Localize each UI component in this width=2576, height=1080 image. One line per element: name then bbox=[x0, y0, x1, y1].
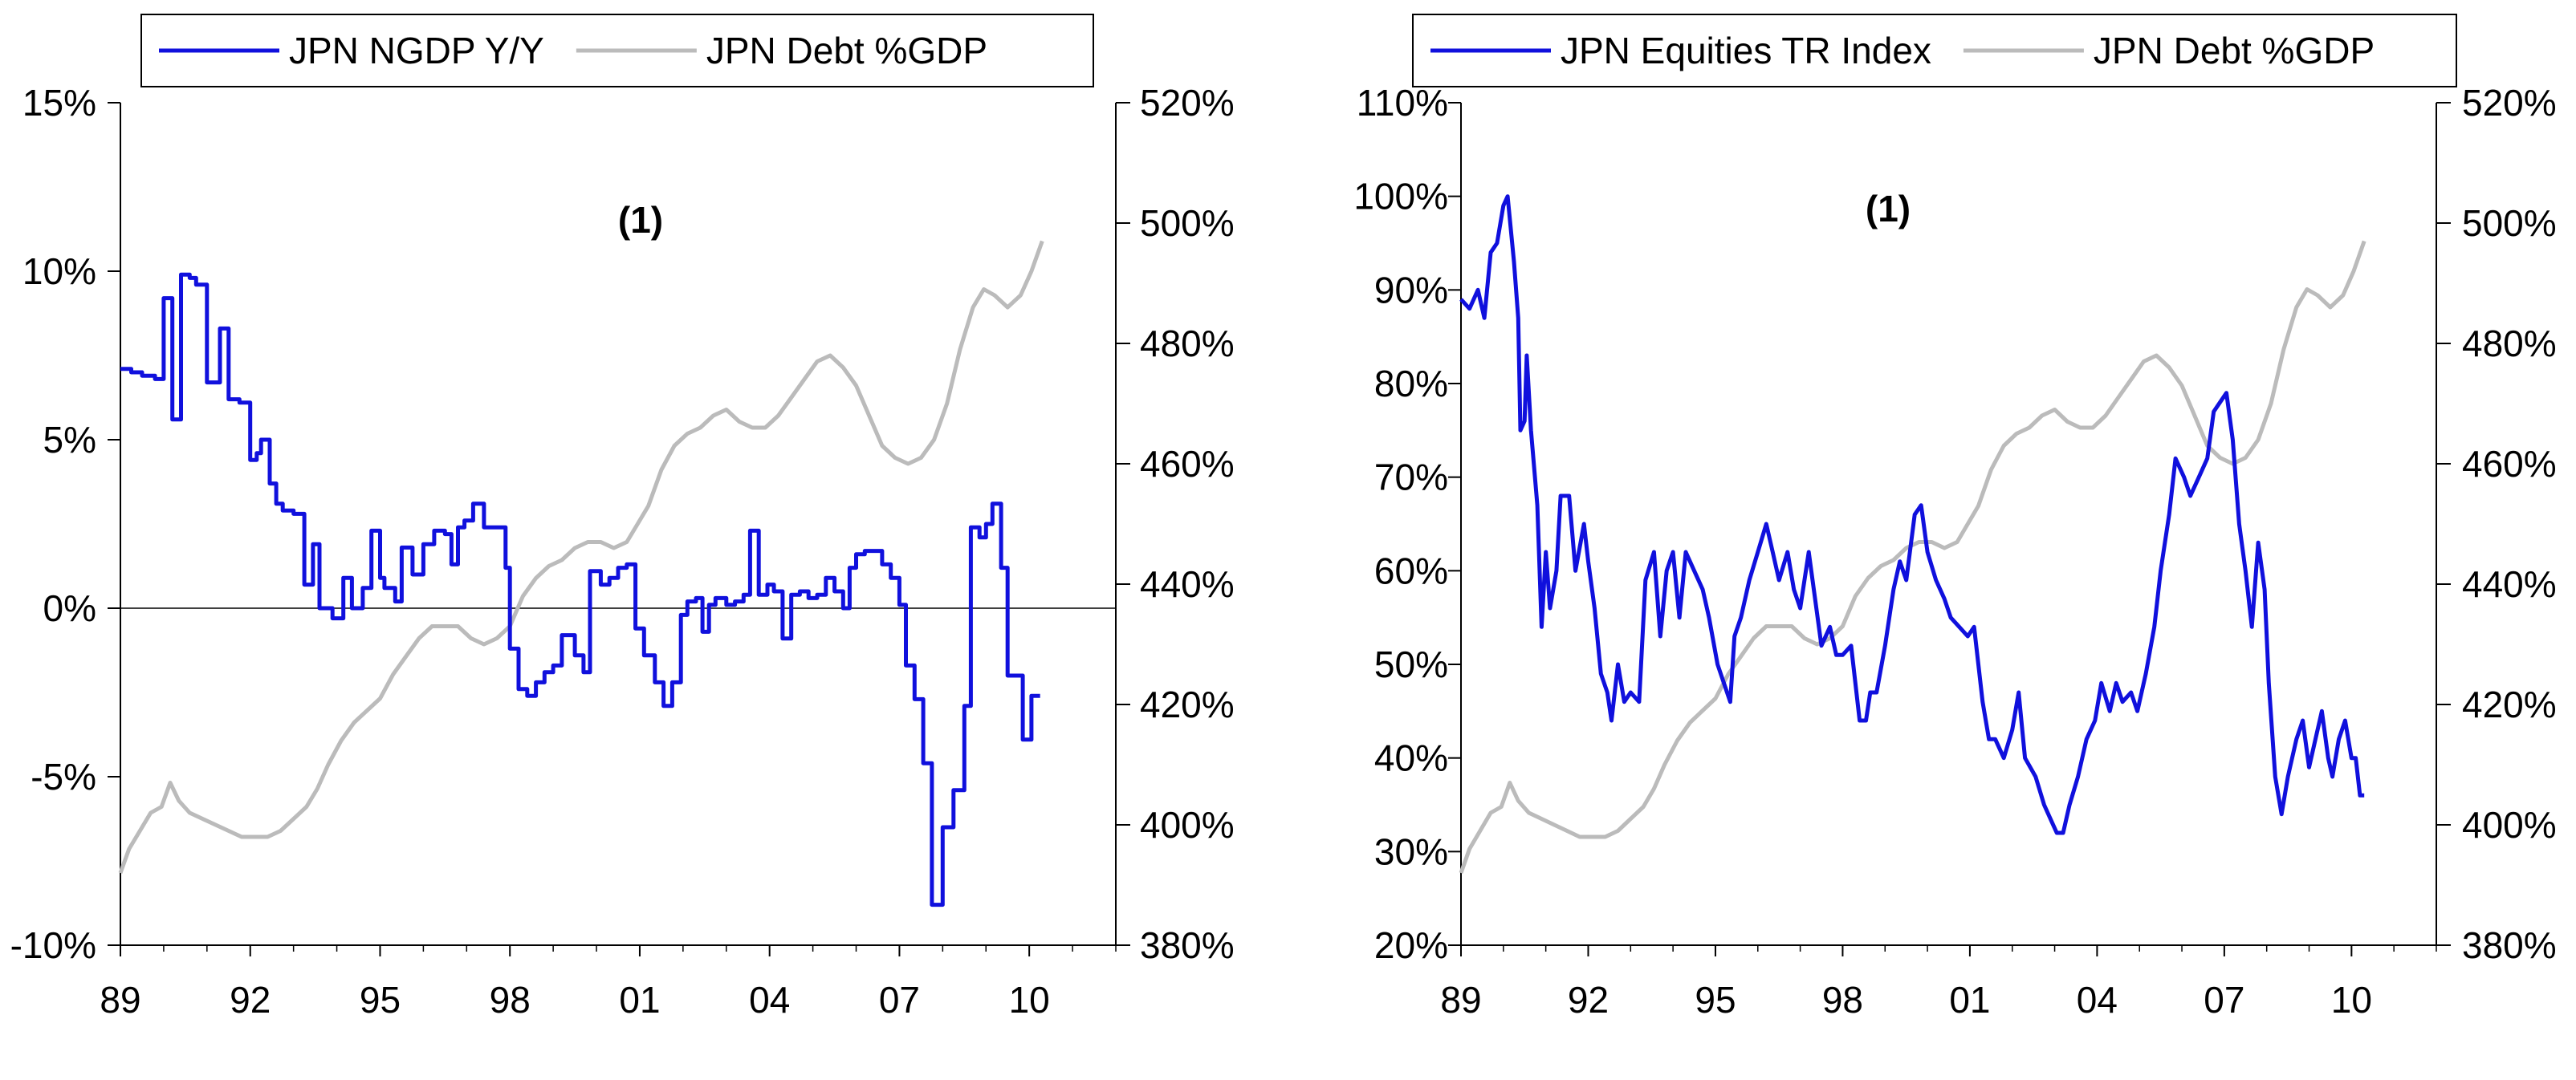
x-tick-label: 92 bbox=[230, 979, 271, 1021]
left-tick-label: 15% bbox=[22, 82, 96, 124]
series-line-jpn-debt-gdp bbox=[1459, 240, 2366, 874]
x-tick-label: 01 bbox=[619, 979, 660, 1021]
right-tick-label: 480% bbox=[1140, 323, 1235, 364]
legend: JPN Equities TR Index JPN Debt %GDP bbox=[1412, 14, 2457, 87]
left-tick-label: 110% bbox=[1357, 82, 1448, 124]
right-tick-label: 380% bbox=[1140, 924, 1235, 966]
legend-label: JPN Debt %GDP bbox=[2094, 30, 2375, 71]
annotation-label: (1) bbox=[618, 199, 663, 241]
chart-panel-1: JPN NGDP Y/Y JPN Debt %GDP 15% 10% 5% 0% -5% -1… bbox=[10, 14, 1235, 1021]
x-tick-label: 98 bbox=[1822, 979, 1863, 1021]
left-tick-label: 20% bbox=[1374, 924, 1448, 966]
right-tick-label: 400% bbox=[2462, 804, 2557, 846]
right-tick-label: 520% bbox=[1140, 82, 1235, 124]
x-tick-label: 95 bbox=[1695, 979, 1736, 1021]
left-tick-label: 5% bbox=[43, 419, 96, 461]
right-tick-label: 500% bbox=[1140, 202, 1235, 244]
right-tick-label: 420% bbox=[1140, 684, 1235, 725]
left-tick-label: -5% bbox=[31, 756, 96, 798]
right-tick-label: 500% bbox=[2462, 202, 2557, 244]
right-tick-label: 460% bbox=[1140, 443, 1235, 485]
x-tick-label: 07 bbox=[2204, 979, 2244, 1021]
left-tick-label: 0% bbox=[43, 587, 96, 629]
right-tick-label: 420% bbox=[2462, 684, 2557, 725]
x-tick-label: 04 bbox=[2077, 979, 2118, 1021]
right-tick-label: 440% bbox=[2462, 563, 2557, 605]
left-tick-label: 90% bbox=[1374, 269, 1448, 311]
legend-label: JPN Debt %GDP bbox=[706, 30, 987, 71]
left-tick-label: 70% bbox=[1374, 457, 1448, 498]
x-tick-label: 10 bbox=[1009, 979, 1050, 1021]
legend-label: JPN NGDP Y/Y bbox=[289, 30, 544, 71]
left-tick-label: 50% bbox=[1374, 644, 1448, 685]
series-line-jpn-ngdp-y-y bbox=[120, 272, 1040, 907]
annotation-label: (1) bbox=[1866, 188, 1911, 229]
x-tick-label: 89 bbox=[100, 979, 140, 1021]
x-tick-label: 98 bbox=[490, 979, 531, 1021]
left-tick-label: 10% bbox=[22, 250, 96, 292]
chart-panel-2: JPN Equities TR Index JPN Debt %GDP 110% 10… bbox=[1353, 14, 2557, 1021]
x-tick-label: 01 bbox=[1949, 979, 1990, 1021]
series-line-jpn-equities-tr-index bbox=[1459, 194, 2365, 835]
left-tick-label: 60% bbox=[1374, 550, 1448, 591]
right-tick-label: 400% bbox=[1140, 804, 1235, 846]
left-tick-label: 40% bbox=[1374, 737, 1448, 779]
right-tick-label: 480% bbox=[2462, 323, 2557, 364]
x-tick-label: 92 bbox=[1568, 979, 1609, 1021]
right-tick-label: 460% bbox=[2462, 443, 2557, 485]
right-tick-label: 440% bbox=[1140, 563, 1235, 605]
left-tick-label: 30% bbox=[1374, 830, 1448, 872]
x-tick-label: 07 bbox=[879, 979, 920, 1021]
x-tick-label: 95 bbox=[360, 979, 401, 1021]
legend-box bbox=[1412, 14, 2457, 87]
left-tick-label: 80% bbox=[1374, 363, 1448, 404]
legend-label: JPN Equities TR Index bbox=[1561, 30, 1931, 71]
x-tick-label: 89 bbox=[1440, 979, 1481, 1021]
left-tick-label: -10% bbox=[10, 924, 96, 966]
x-tick-label: 04 bbox=[749, 979, 790, 1021]
right-tick-label: 380% bbox=[2462, 924, 2557, 966]
x-tick-label: 10 bbox=[2331, 979, 2372, 1021]
right-tick-label: 520% bbox=[2462, 82, 2557, 124]
legend: JPN NGDP Y/Y JPN Debt %GDP bbox=[140, 14, 1094, 87]
left-tick-label: 100% bbox=[1353, 176, 1448, 217]
series-line-jpn-debt-gdp bbox=[118, 240, 1044, 874]
